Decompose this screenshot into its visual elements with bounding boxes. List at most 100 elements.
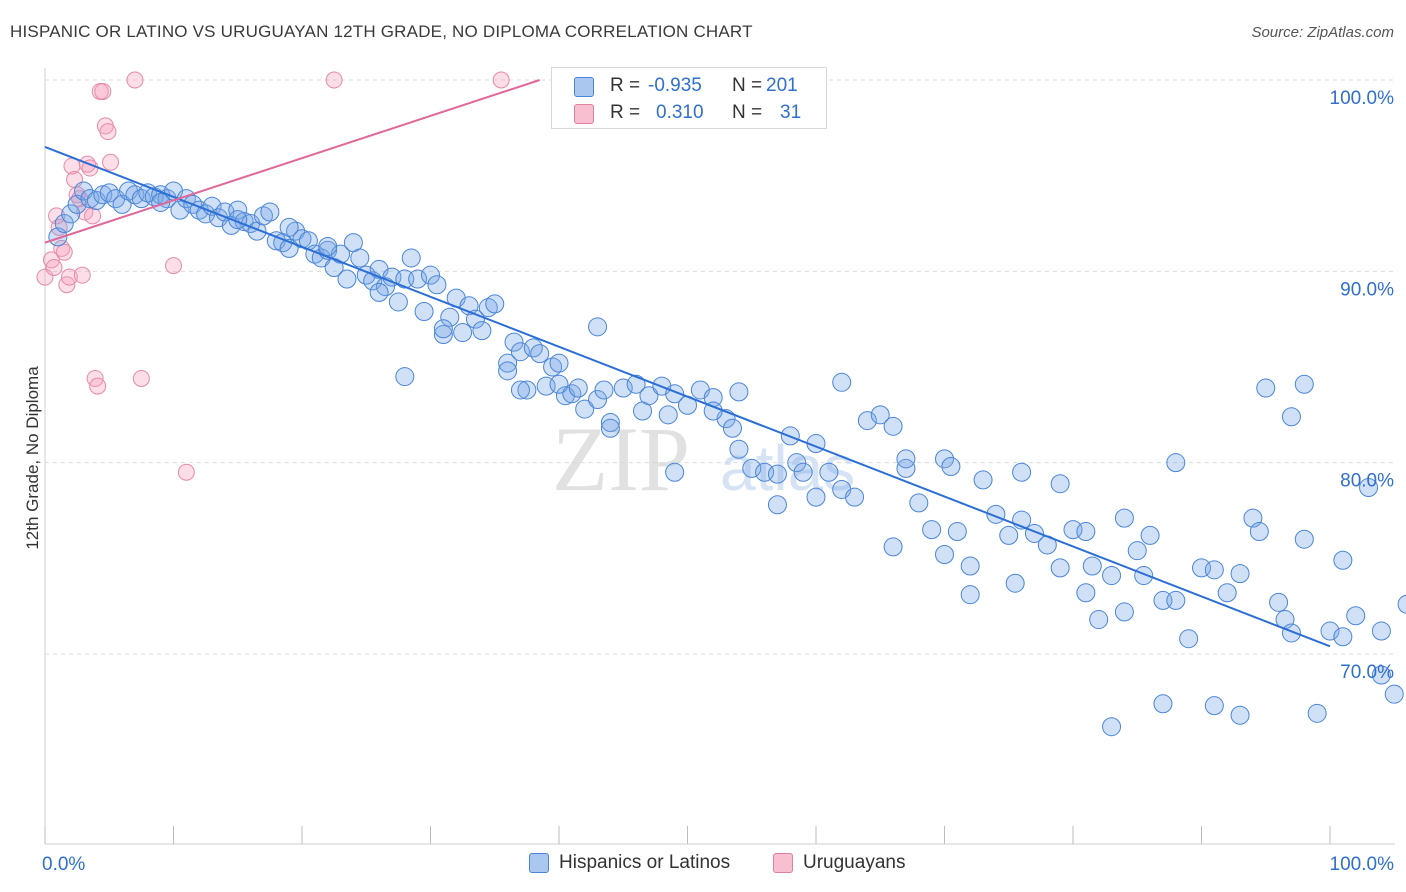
data-point-hispanics xyxy=(639,386,659,406)
chart-title: HISPANIC OR LATINO VS URUGUAYAN 12TH GRA… xyxy=(10,22,753,41)
legend-item-hispanics[interactable]: Hispanics or Latinos xyxy=(529,852,730,874)
data-point-hispanics xyxy=(61,204,81,224)
data-point-hispanics xyxy=(832,372,852,392)
data-point-hispanics xyxy=(941,456,961,476)
data-point-hispanics xyxy=(510,342,530,362)
data-point-hispanics xyxy=(1050,474,1070,494)
data-point-uruguayans xyxy=(126,71,144,89)
data-point-hispanics xyxy=(549,353,569,373)
data-point-hispanics xyxy=(999,525,1019,545)
data-point-hispanics xyxy=(729,439,749,459)
data-point-hispanics xyxy=(421,265,440,285)
data-point-hispanics xyxy=(588,317,608,337)
data-point-uruguayans xyxy=(325,71,343,89)
data-point-hispanics xyxy=(729,382,749,402)
data-point-hispanics xyxy=(1140,525,1160,545)
data-point-hispanics xyxy=(170,200,190,220)
data-point-uruguayans xyxy=(132,369,150,387)
data-point-hispanics xyxy=(973,470,993,490)
data-point-hispanics xyxy=(414,302,434,322)
hispanics-points xyxy=(48,181,1406,737)
data-point-hispanics xyxy=(1102,717,1122,737)
data-point-hispanics xyxy=(767,464,787,484)
data-point-hispanics xyxy=(318,236,338,256)
stats-swatch-hispanics xyxy=(574,77,594,97)
data-point-hispanics xyxy=(819,462,839,482)
data-point-hispanics xyxy=(465,309,485,329)
data-point-hispanics xyxy=(1294,529,1314,549)
data-point-hispanics xyxy=(1204,560,1224,580)
data-point-hispanics xyxy=(401,248,421,268)
data-point-hispanics xyxy=(54,214,74,233)
trend-line-hispanics xyxy=(44,146,1331,648)
data-point-hispanics xyxy=(1269,592,1289,612)
data-point-hispanics xyxy=(568,378,588,398)
stats-box: R = -0.935 N = 201 R = 0.310 N = 31 xyxy=(551,67,827,129)
stats-row-hispanics: R = -0.935 N = 201 xyxy=(552,72,826,100)
data-point-hispanics xyxy=(1082,556,1102,576)
data-point-hispanics xyxy=(845,487,865,507)
data-point-hispanics xyxy=(1249,522,1269,542)
data-point-hispanics xyxy=(337,269,357,289)
y-axis-label: 12th Grade, No Diploma xyxy=(23,366,42,550)
stats-swatch-uruguayans xyxy=(574,104,594,124)
data-point-hispanics xyxy=(1153,694,1173,714)
data-point-hispanics xyxy=(408,269,428,289)
data-point-hispanics xyxy=(960,585,980,605)
legend-item-uruguayans[interactable]: Uruguayans xyxy=(773,852,905,874)
source-label: Source: ZipAtlas.com xyxy=(1251,24,1394,41)
data-point-hispanics xyxy=(1333,550,1353,570)
data-point-hispanics xyxy=(600,412,620,432)
data-point-hispanics xyxy=(787,453,807,473)
data-point-hispanics xyxy=(806,487,826,507)
data-point-uruguayans xyxy=(55,243,73,261)
data-point-uruguayans xyxy=(177,463,195,481)
data-point-hispanics xyxy=(665,462,685,482)
data-point-uruguayans xyxy=(492,71,510,89)
stats-n-label: N = xyxy=(732,102,763,123)
data-point-hispanics xyxy=(588,390,608,410)
data-point-hispanics xyxy=(1397,594,1406,614)
data-point-hispanics xyxy=(575,399,595,419)
data-point-hispanics xyxy=(793,462,813,482)
data-point-hispanics xyxy=(74,181,94,201)
data-point-hispanics xyxy=(658,405,678,425)
data-point-hispanics xyxy=(485,294,505,314)
data-point-hispanics xyxy=(472,321,492,341)
data-point-hispanics xyxy=(935,545,954,565)
data-point-hispanics xyxy=(1320,621,1340,641)
data-point-hispanics xyxy=(498,361,518,381)
data-point-hispanics xyxy=(870,405,890,425)
trend-lines xyxy=(44,79,1331,648)
data-point-hispanics xyxy=(1204,696,1224,716)
data-point-hispanics xyxy=(1005,573,1025,593)
stats-r-value: -0.935 xyxy=(648,75,702,96)
data-point-hispanics xyxy=(504,332,524,352)
stats-n-label: N = xyxy=(732,75,763,96)
data-point-hispanics xyxy=(935,449,954,469)
axes-layer xyxy=(44,68,1395,845)
data-point-hispanics xyxy=(1217,583,1237,603)
data-point-hispanics xyxy=(510,380,530,400)
data-point-hispanics xyxy=(896,449,916,469)
legend-swatch-uruguayans xyxy=(773,853,793,873)
legend-label-hispanics: Hispanics or Latinos xyxy=(559,852,731,873)
data-point-hispanics xyxy=(453,323,473,343)
data-point-hispanics xyxy=(767,495,787,515)
data-point-hispanics xyxy=(549,374,569,394)
data-point-hispanics xyxy=(93,185,113,205)
data-point-hispanics xyxy=(1114,508,1134,528)
data-point-uruguayans xyxy=(36,268,54,286)
data-point-hispanics xyxy=(1281,623,1301,643)
data-point-hispanics xyxy=(498,353,518,373)
data-point-hispanics xyxy=(1166,590,1186,610)
data-point-hispanics xyxy=(883,537,903,557)
data-point-hispanics xyxy=(1359,478,1379,498)
data-point-hispanics xyxy=(1256,378,1276,398)
data-point-hispanics xyxy=(909,493,929,513)
data-point-hispanics xyxy=(80,189,100,209)
stats-row-uruguayans: R = 0.310 N = 31 xyxy=(552,99,826,127)
y-tick-label: 80.0% xyxy=(1340,471,1394,492)
data-point-hispanics xyxy=(857,411,877,431)
data-point-hispanics xyxy=(1012,462,1032,482)
